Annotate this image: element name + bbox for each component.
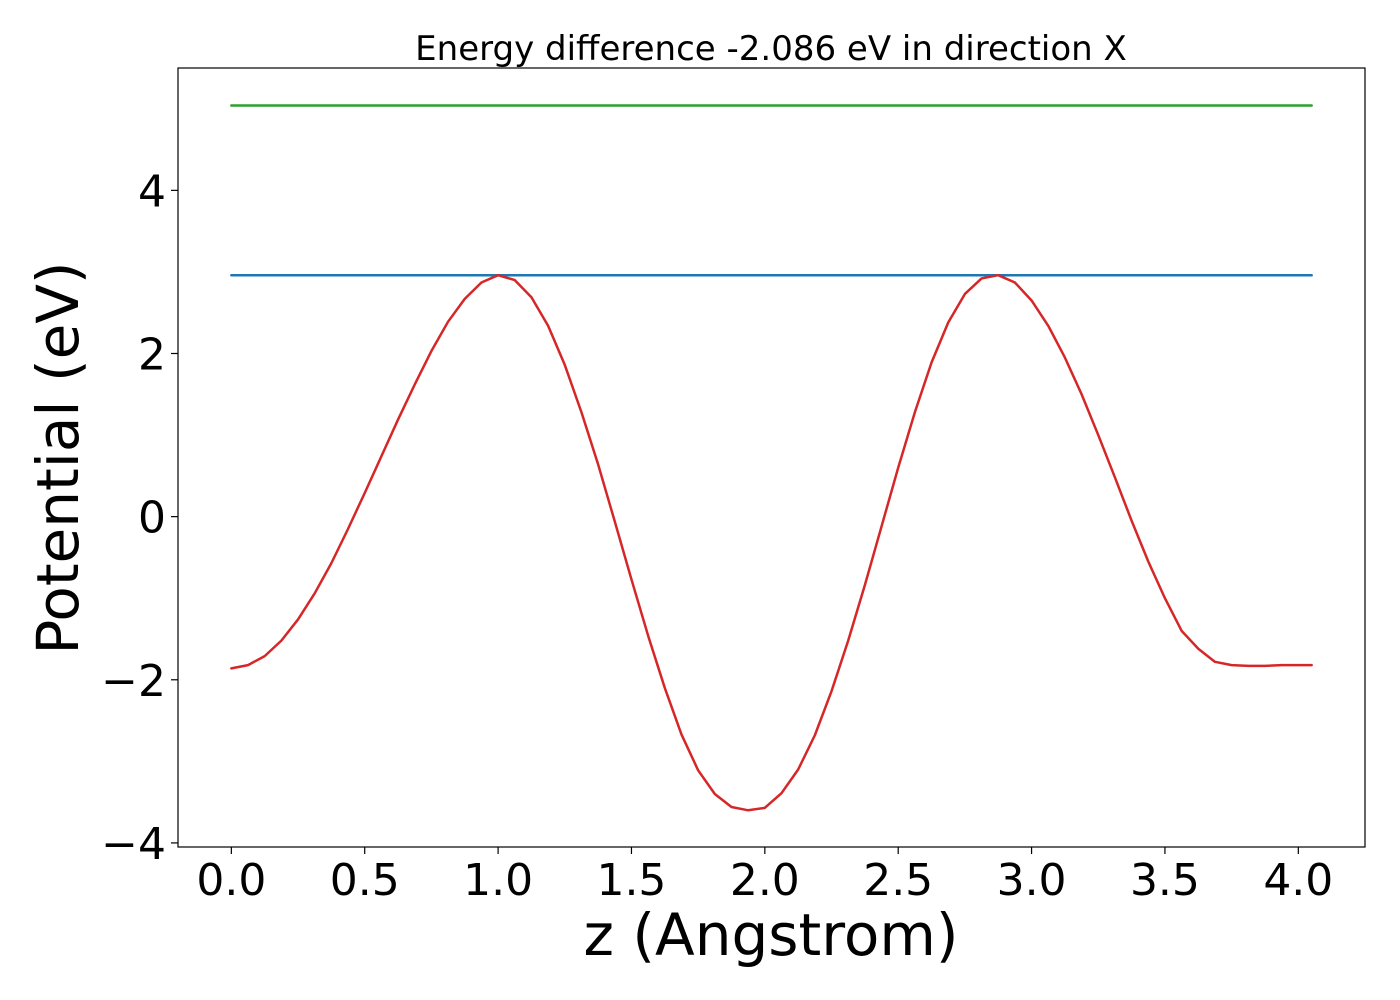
y-tick-label: 4 [138,166,166,217]
plot-area: 0.0 0.5 1.0 1.5 2.0 2.5 3.0 3.5 4.0 −4 −2 0 2 4 [101,67,1366,906]
x-tick-label: 2.5 [863,855,933,906]
x-tick-label: 3.5 [1130,855,1200,906]
x-tick-label: 2.0 [730,855,800,906]
y-tick-label: 2 [138,329,166,380]
x-tick-label: 1.0 [463,855,533,906]
x-tick-label: 4.0 [1263,855,1333,906]
series-layer [230,104,1313,812]
y-tick-label: −2 [101,656,166,707]
y-axis-label: Potential (eV) [24,261,92,654]
x-axis: 0.0 0.5 1.0 1.5 2.0 2.5 3.0 3.5 4.0 [196,847,1333,906]
y-tick-label: 0 [138,493,166,544]
x-tick-label: 0.0 [196,855,266,906]
x-tick-label: 1.5 [596,855,666,906]
x-axis-label: z (Angstrom) [584,901,959,969]
axes-frame [177,67,1366,848]
y-tick-label: −4 [101,819,166,870]
y-axis: −4 −2 0 2 4 [101,166,178,870]
x-tick-label: 3.0 [997,855,1067,906]
series-line-3 [230,273,1313,812]
chart-title: Energy difference -2.086 eV in direction… [415,29,1127,69]
x-tick-label: 0.5 [330,855,400,906]
